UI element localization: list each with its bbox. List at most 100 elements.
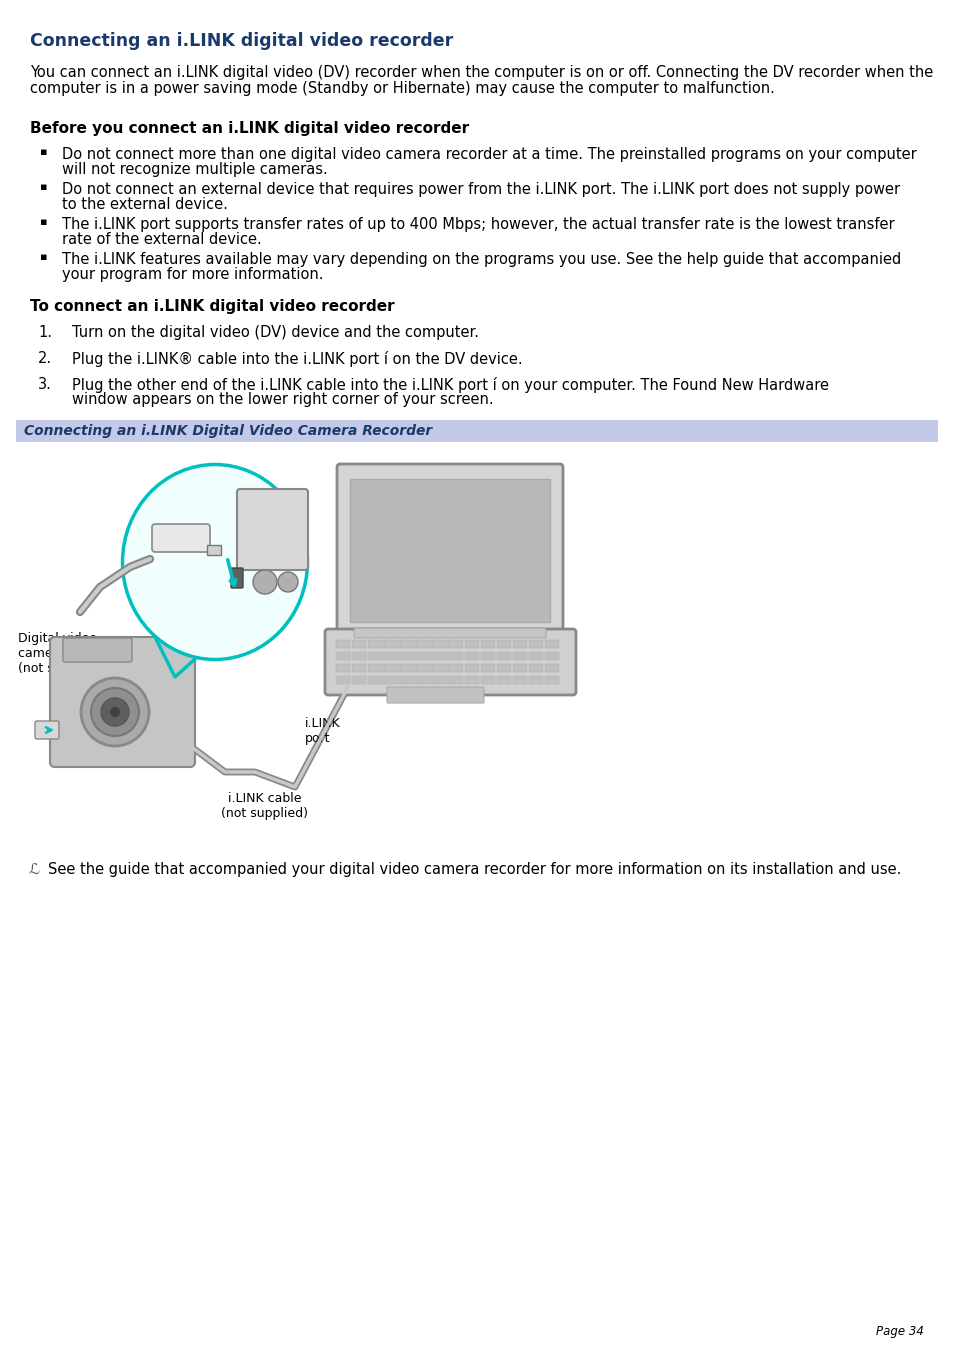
FancyBboxPatch shape (335, 653, 350, 661)
FancyBboxPatch shape (400, 640, 415, 648)
Text: i.LINK cable
(not supplied): i.LINK cable (not supplied) (221, 792, 308, 820)
FancyBboxPatch shape (231, 567, 243, 588)
FancyBboxPatch shape (464, 640, 478, 648)
FancyBboxPatch shape (432, 653, 446, 661)
Text: Digital video
camera recorder
(not supplied): Digital video camera recorder (not suppl… (18, 632, 122, 676)
FancyBboxPatch shape (400, 676, 415, 684)
FancyBboxPatch shape (448, 663, 462, 671)
FancyBboxPatch shape (464, 653, 478, 661)
FancyBboxPatch shape (513, 653, 527, 661)
FancyBboxPatch shape (368, 663, 382, 671)
FancyBboxPatch shape (416, 676, 431, 684)
FancyBboxPatch shape (335, 663, 350, 671)
FancyBboxPatch shape (513, 676, 527, 684)
Text: ℒ: ℒ (28, 862, 39, 877)
Text: í: í (208, 617, 212, 632)
FancyBboxPatch shape (400, 653, 415, 661)
Circle shape (81, 678, 149, 746)
FancyBboxPatch shape (384, 640, 398, 648)
FancyBboxPatch shape (497, 676, 511, 684)
FancyBboxPatch shape (497, 653, 511, 661)
FancyBboxPatch shape (480, 676, 495, 684)
Circle shape (101, 698, 129, 725)
Text: ▪: ▪ (40, 253, 48, 262)
FancyBboxPatch shape (368, 653, 382, 661)
FancyBboxPatch shape (384, 676, 398, 684)
FancyBboxPatch shape (480, 640, 495, 648)
FancyBboxPatch shape (416, 640, 431, 648)
FancyBboxPatch shape (544, 653, 558, 661)
FancyBboxPatch shape (354, 628, 545, 638)
Text: 1.: 1. (38, 326, 52, 340)
FancyBboxPatch shape (416, 653, 431, 661)
FancyBboxPatch shape (350, 480, 550, 621)
FancyBboxPatch shape (416, 663, 431, 671)
FancyBboxPatch shape (368, 676, 382, 684)
FancyBboxPatch shape (16, 442, 937, 832)
Text: Plug the i.LINK® cable into the i.LINK port í on the DV device.: Plug the i.LINK® cable into the i.LINK p… (71, 351, 522, 367)
FancyBboxPatch shape (528, 663, 542, 671)
Text: See the guide that accompanied your digital video camera recorder for more infor: See the guide that accompanied your digi… (48, 862, 901, 877)
FancyBboxPatch shape (400, 663, 415, 671)
Text: 3.: 3. (38, 377, 51, 392)
FancyBboxPatch shape (236, 489, 308, 570)
Text: ▪: ▪ (40, 218, 48, 227)
FancyBboxPatch shape (464, 676, 478, 684)
FancyBboxPatch shape (513, 640, 527, 648)
FancyBboxPatch shape (152, 524, 210, 553)
FancyBboxPatch shape (497, 640, 511, 648)
Text: 2.: 2. (38, 351, 52, 366)
FancyBboxPatch shape (352, 676, 366, 684)
Text: Connecting an i.LINK digital video recorder: Connecting an i.LINK digital video recor… (30, 32, 453, 50)
Text: You can connect an i.LINK digital video (DV) recorder when the computer is on or: You can connect an i.LINK digital video … (30, 65, 932, 80)
FancyBboxPatch shape (335, 676, 350, 684)
FancyBboxPatch shape (528, 640, 542, 648)
FancyBboxPatch shape (368, 640, 382, 648)
FancyBboxPatch shape (480, 663, 495, 671)
Text: will not recognize multiple cameras.: will not recognize multiple cameras. (62, 162, 328, 177)
Text: ▪: ▪ (40, 147, 48, 157)
Text: To connect an i.LINK digital video recorder: To connect an i.LINK digital video recor… (30, 299, 395, 313)
FancyBboxPatch shape (528, 676, 542, 684)
FancyBboxPatch shape (432, 640, 446, 648)
FancyBboxPatch shape (384, 653, 398, 661)
FancyBboxPatch shape (544, 676, 558, 684)
FancyBboxPatch shape (432, 676, 446, 684)
FancyBboxPatch shape (528, 653, 542, 661)
FancyBboxPatch shape (497, 663, 511, 671)
FancyBboxPatch shape (384, 663, 398, 671)
FancyBboxPatch shape (336, 463, 562, 635)
FancyBboxPatch shape (35, 721, 59, 739)
FancyBboxPatch shape (50, 638, 194, 767)
FancyBboxPatch shape (325, 630, 576, 694)
FancyBboxPatch shape (16, 420, 937, 442)
Text: Do not connect an external device that requires power from the i.LINK port. The : Do not connect an external device that r… (62, 182, 900, 197)
FancyBboxPatch shape (448, 653, 462, 661)
FancyBboxPatch shape (464, 663, 478, 671)
Text: computer is in a power saving mode (Standby or Hibernate) may cause the computer: computer is in a power saving mode (Stan… (30, 81, 774, 96)
FancyBboxPatch shape (448, 640, 462, 648)
Circle shape (277, 571, 297, 592)
Circle shape (110, 707, 120, 717)
FancyBboxPatch shape (207, 544, 221, 555)
Circle shape (91, 688, 139, 736)
Text: The i.LINK features available may vary depending on the programs you use. See th: The i.LINK features available may vary d… (62, 253, 901, 267)
FancyBboxPatch shape (352, 640, 366, 648)
FancyBboxPatch shape (480, 653, 495, 661)
Text: window appears on the lower right corner of your screen.: window appears on the lower right corner… (71, 392, 493, 407)
FancyBboxPatch shape (432, 663, 446, 671)
Text: Do not connect more than one digital video camera recorder at a time. The preins: Do not connect more than one digital vid… (62, 147, 916, 162)
Text: Connecting an i.LINK Digital Video Camera Recorder: Connecting an i.LINK Digital Video Camer… (24, 424, 432, 438)
FancyBboxPatch shape (448, 676, 462, 684)
FancyBboxPatch shape (63, 638, 132, 662)
FancyBboxPatch shape (352, 663, 366, 671)
Text: to the external device.: to the external device. (62, 197, 228, 212)
FancyBboxPatch shape (335, 640, 350, 648)
Text: Plug the other end of the i.LINK cable into the i.LINK port í on your computer. : Plug the other end of the i.LINK cable i… (71, 377, 828, 393)
FancyBboxPatch shape (544, 663, 558, 671)
Text: ▪: ▪ (40, 182, 48, 192)
Text: Before you connect an i.LINK digital video recorder: Before you connect an i.LINK digital vid… (30, 122, 469, 136)
Circle shape (253, 570, 276, 594)
FancyBboxPatch shape (513, 663, 527, 671)
FancyBboxPatch shape (544, 640, 558, 648)
